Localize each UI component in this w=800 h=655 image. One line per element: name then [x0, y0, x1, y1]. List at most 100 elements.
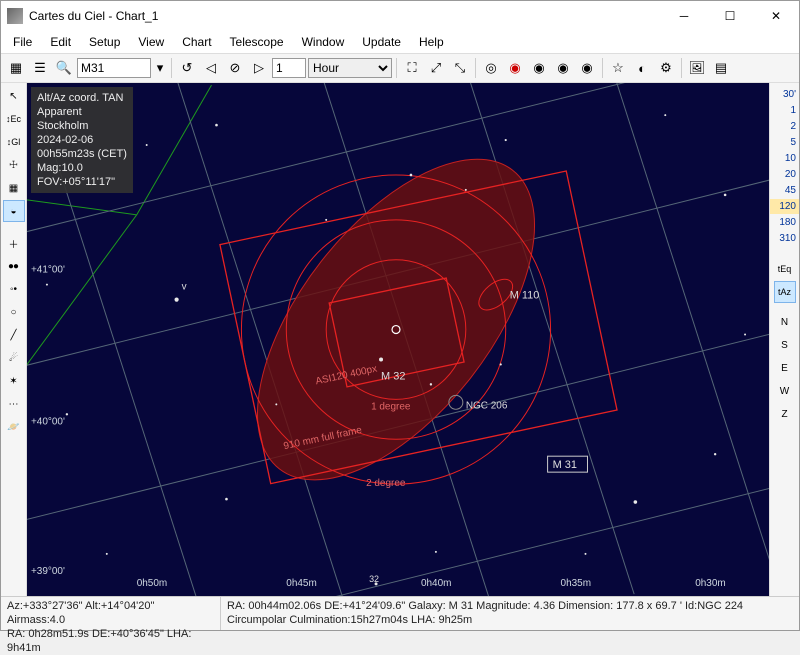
chart-viewport[interactable]: M 110 M 32 NGC 206 ASI120 400px 1 degree…	[27, 83, 769, 596]
tool-line-icon[interactable]: ╱	[3, 324, 25, 346]
tool-gl-icon[interactable]: ↕Gl	[3, 131, 25, 153]
info-mag: Mag:10.0	[37, 161, 127, 175]
svg-text:+41°00': +41°00'	[31, 265, 65, 276]
circle-scope-icon[interactable]: ◎	[480, 57, 502, 79]
fov-180[interactable]: 180	[770, 215, 799, 230]
dir-n-button[interactable]: N	[774, 311, 796, 333]
gear-icon[interactable]: ⚙	[655, 57, 677, 79]
search-dropdown-icon[interactable]: ▾	[153, 57, 167, 79]
app-window: Cartes du Ciel - Chart_1 ─ ☐ ✕ File Edit…	[0, 0, 800, 631]
time-reset-icon[interactable]: ↺	[176, 57, 198, 79]
sky-chart: M 110 M 32 NGC 206 ASI120 400px 1 degree…	[27, 83, 769, 596]
svg-text:+39°00': +39°00'	[31, 566, 65, 577]
dso-filter-icon[interactable]: ◐	[631, 57, 653, 79]
fov-2[interactable]: 2	[770, 119, 799, 134]
status-left: Az:+333°27'36" Alt:+14°04'20" Airmass:4.…	[1, 597, 221, 630]
tool-pointer-icon[interactable]: ↖	[3, 85, 25, 107]
time-now-icon[interactable]: ⊘	[224, 57, 246, 79]
tick-32: 32	[369, 574, 379, 584]
svg-text:0h35m: 0h35m	[561, 578, 591, 589]
menu-file[interactable]: File	[5, 33, 40, 51]
svg-text:0h40m: 0h40m	[421, 578, 451, 589]
info-panel: Alt/Az coord. TAN Apparent Stockholm 202…	[31, 87, 133, 193]
fov-30m[interactable]: 30'	[770, 87, 799, 102]
tool-grid-icon[interactable]: ▦	[3, 177, 25, 199]
dir-s-button[interactable]: S	[774, 334, 796, 356]
zoom-out-icon[interactable]: ⤡	[449, 57, 471, 79]
tool-comet-icon[interactable]: ☄	[3, 347, 25, 369]
app-icon	[7, 8, 23, 24]
status-radec: RA: 0h28m51.9s DE:+40°36'45" LHA: 9h41m	[7, 627, 214, 655]
menu-edit[interactable]: Edit	[42, 33, 79, 51]
circle-tag3-icon[interactable]: ◉	[576, 57, 598, 79]
tool-plus-icon[interactable]: ＋	[3, 232, 25, 254]
left-toolbar: ↖ ↕Ec ↕Gl ☩ ▦ ◒ ＋ ⦁⦁ ◦• ○ ╱ ☄ ✶ ⋯ 🪐	[1, 83, 27, 596]
object-search-input[interactable]	[77, 58, 151, 78]
layers-icon[interactable]: ▤	[710, 57, 732, 79]
star-v-label: v	[182, 282, 187, 293]
time-next-icon[interactable]: ▷	[248, 57, 270, 79]
time-prev-icon[interactable]: ◁	[200, 57, 222, 79]
status-culm: Circumpolar Culmination:15h27m04s LHA: 9…	[227, 613, 793, 627]
minimize-button[interactable]: ─	[661, 1, 707, 31]
label-m31: M 31	[553, 459, 577, 471]
coord-eq-button[interactable]: tEq	[774, 258, 796, 280]
menu-view[interactable]: View	[130, 33, 172, 51]
fov-310[interactable]: 310	[770, 231, 799, 246]
tool-asteroid-icon[interactable]: ✶	[3, 370, 25, 392]
fov-20[interactable]: 20	[770, 167, 799, 182]
circle-tag-icon[interactable]: ◉	[528, 57, 550, 79]
menu-telescope[interactable]: Telescope	[222, 33, 292, 51]
label-m32: M 32	[381, 370, 405, 382]
toolbar-sep	[396, 58, 397, 78]
fov-10[interactable]: 10	[770, 151, 799, 166]
zoom-in-icon[interactable]: ⤢	[425, 57, 447, 79]
star-filter-icon[interactable]: ☆	[607, 57, 629, 79]
toolbar-sep	[681, 58, 682, 78]
fov-1[interactable]: 1	[770, 103, 799, 118]
zoom-window-icon[interactable]: ⛶	[401, 57, 423, 79]
main-area: ↖ ↕Ec ↕Gl ☩ ▦ ◒ ＋ ⦁⦁ ◦• ○ ╱ ☄ ✶ ⋯ 🪐	[1, 83, 799, 596]
circle-tag2-icon[interactable]: ◉	[552, 57, 574, 79]
object-list-icon[interactable]: ☰	[29, 57, 51, 79]
menu-help[interactable]: Help	[411, 33, 452, 51]
dir-z-button[interactable]: Z	[774, 403, 796, 425]
tool-var-icon[interactable]: ◦•	[3, 278, 25, 300]
tool-ec-icon[interactable]: ↕Ec	[3, 108, 25, 130]
tool-neb-icon[interactable]: ○	[3, 301, 25, 323]
menu-window[interactable]: Window	[294, 33, 353, 51]
toolbar-sep	[475, 58, 476, 78]
fov-5[interactable]: 5	[770, 135, 799, 150]
window-cascade-icon[interactable]: ▦	[5, 57, 27, 79]
menu-update[interactable]: Update	[354, 33, 409, 51]
picture-icon[interactable]: 🖼	[686, 57, 708, 79]
svg-text:0h45m: 0h45m	[286, 578, 316, 589]
info-time: 00h55m23s (CET)	[37, 147, 127, 161]
tool-horizon-icon[interactable]: ◒	[3, 200, 25, 222]
main-toolbar: ▦ ☰ 🔍 ▾ ↺ ◁ ⊘ ▷ Hour ⛶ ⤢ ⤡ ◎ ◉ ◉ ◉ ◉ ☆ ◐…	[1, 53, 799, 83]
fov-120[interactable]: 120	[770, 199, 799, 214]
close-button[interactable]: ✕	[753, 1, 799, 31]
search-icon[interactable]: 🔍	[53, 57, 75, 79]
maximize-button[interactable]: ☐	[707, 1, 753, 31]
menu-chart[interactable]: Chart	[174, 33, 219, 51]
label-m110: M 110	[510, 290, 540, 302]
dir-e-button[interactable]: E	[774, 357, 796, 379]
coord-az-button[interactable]: tAz	[774, 281, 796, 303]
dir-w-button[interactable]: W	[774, 380, 796, 402]
tool-double-icon[interactable]: ⦁⦁	[3, 255, 25, 277]
toolbar-sep	[171, 58, 172, 78]
tool-milky-icon[interactable]: ⋯	[3, 393, 25, 415]
info-epoch: Apparent	[37, 105, 127, 119]
title-bar: Cartes du Ciel - Chart_1 ─ ☐ ✕	[1, 1, 799, 31]
circle-red-icon[interactable]: ◉	[504, 57, 526, 79]
fov-45[interactable]: 45	[770, 183, 799, 198]
step-unit-select[interactable]: Hour	[308, 58, 392, 78]
svg-text:0h30m: 0h30m	[695, 578, 725, 589]
menu-setup[interactable]: Setup	[81, 33, 128, 51]
tool-altaz-icon[interactable]: ☩	[3, 154, 25, 176]
tool-planet-icon[interactable]: 🪐	[3, 416, 25, 438]
info-date: 2024-02-06	[37, 133, 127, 147]
step-input[interactable]	[272, 58, 306, 78]
toolbar-sep	[602, 58, 603, 78]
